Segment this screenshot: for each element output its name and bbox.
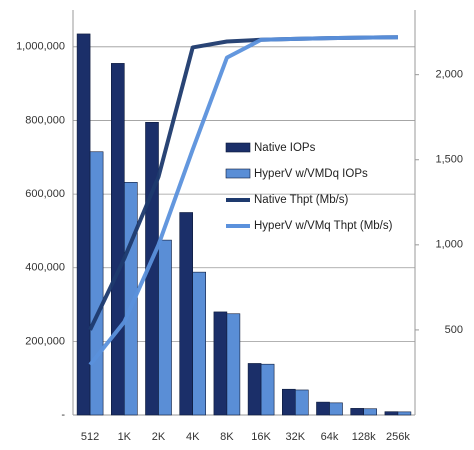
y-tick-label: 200,000 — [25, 335, 65, 347]
x-tick-label: 128k — [352, 431, 376, 443]
legend-swatch — [225, 142, 251, 153]
bar — [76, 33, 91, 416]
y2-tick-label: 1,500 — [435, 154, 463, 166]
bar — [384, 411, 399, 416]
bar — [397, 411, 412, 416]
bar — [226, 313, 241, 416]
legend-label: Native Thpt (Mb/s) — [254, 194, 349, 206]
bar — [111, 63, 125, 416]
y-tick-label: 1,000,000 — [16, 41, 65, 53]
bar — [329, 402, 343, 416]
y-tick-label: - — [61, 409, 65, 421]
line — [88, 35, 398, 367]
bar — [316, 401, 330, 416]
bar — [89, 151, 104, 416]
x-tick-label: 512 — [81, 431, 99, 443]
x-tick-label: 32K — [286, 431, 306, 443]
bar — [179, 212, 193, 416]
legend: Native IOPs HyperV w/VMDq IOPs Native Thpt… — [225, 142, 393, 232]
y-tick-label: 800,000 — [25, 114, 65, 126]
bar — [363, 408, 377, 416]
bar — [294, 389, 309, 416]
bar — [124, 182, 138, 416]
bar — [158, 239, 172, 416]
x-tick-label: 1K — [118, 431, 132, 443]
bar — [350, 408, 365, 416]
bar — [192, 271, 206, 416]
bar — [260, 363, 275, 416]
legend-label: HyperV w/VMDq IOPs — [254, 168, 368, 180]
legend-swatch — [225, 168, 251, 179]
x-tick-label: 4K — [186, 431, 200, 443]
legend-label: HyperV w/VMq Thpt (Mb/s) — [254, 220, 393, 232]
x-tick-label: 16K — [251, 431, 271, 443]
y-tick-label: 400,000 — [25, 262, 65, 274]
bar — [282, 388, 296, 416]
y2-tick-label: 2,000 — [435, 69, 463, 81]
bar — [247, 363, 262, 416]
bar — [213, 311, 228, 416]
x-tick-label: 64k — [321, 431, 339, 443]
x-tick-label: 256k — [386, 431, 410, 443]
x-tick-label: 8K — [220, 431, 234, 443]
y-tick-label: 600,000 — [25, 188, 65, 200]
x-tick-label: 2K — [152, 431, 166, 443]
y2-tick-label: 500 — [445, 324, 463, 336]
legend-label: Native IOPs — [254, 142, 316, 154]
y2-tick-label: 1,000 — [435, 239, 463, 251]
